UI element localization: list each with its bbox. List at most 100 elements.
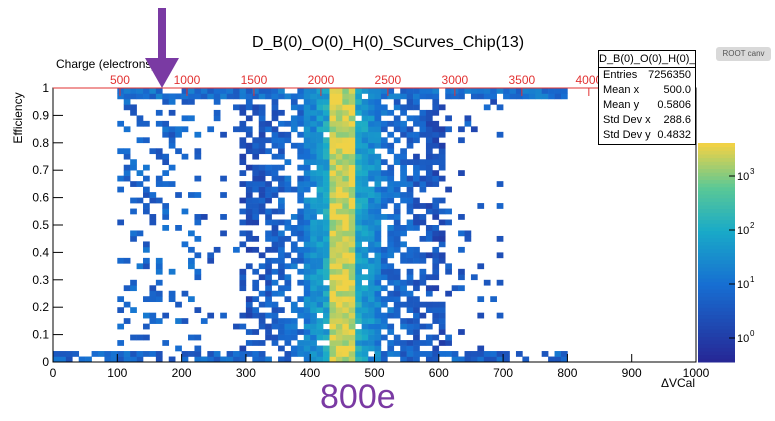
heatmap-cell [380,246,388,253]
heatmap-cell [310,268,317,275]
heatmap-cell [348,274,356,281]
heatmap-cell [323,329,330,335]
heatmap-cell [245,131,253,138]
heatmap-cell [303,301,311,308]
heatmap-cell [374,230,382,237]
heatmap-cell [136,181,144,187]
color-scale-step [698,175,735,180]
heatmap-cell [323,307,330,313]
heatmap-cell [348,181,356,187]
heatmap-cell [194,356,202,363]
heatmap-cell [271,246,279,253]
heatmap-cell [406,88,414,94]
heatmap-cell [278,318,285,324]
heatmap-cell [425,334,433,341]
heatmap-cell [342,356,350,363]
heatmap-cell [368,109,375,116]
heatmap-cell [393,137,401,144]
heatmap-cell [342,109,350,116]
heatmap-cell [220,230,227,237]
heatmap-cell [387,142,395,149]
heatmap-cell [271,175,279,182]
root-canvas-tag[interactable]: ROOT canv [716,47,771,61]
heatmap-cell [496,131,504,138]
heatmap-cell [400,356,407,363]
heatmap-cell [162,214,170,220]
heatmap-cell [130,307,137,313]
heatmap-cell [406,93,414,100]
heatmap-cell [355,142,362,149]
heatmap-cell [355,312,362,319]
heatmap-cell [329,131,337,138]
heatmap-cell [316,241,324,248]
heatmap-cell [233,104,240,111]
heatmap-cell [342,93,350,100]
color-scale-step [698,307,735,312]
heatmap-cell [239,159,247,166]
annotation-arrow [145,8,179,88]
heatmap-cell [393,225,401,231]
heatmap-cell [265,257,272,264]
heatmap-cell [432,181,440,187]
heatmap-cell [348,290,356,297]
heatmap-cell [361,109,369,116]
heatmap-cell [252,164,260,171]
heatmap-cell [168,296,176,303]
heatmap-cell [522,93,530,100]
heatmap-cell [477,356,485,363]
heatmap-cell [207,93,215,100]
heatmap-cell [393,268,401,275]
heatmap-cell [361,257,369,264]
heatmap-cell [130,104,137,111]
color-scale-step [698,270,735,275]
heatmap-cell [458,230,465,237]
heatmap-cell [245,312,253,319]
heatmap-cell [400,285,407,292]
heatmap-cell [425,203,433,209]
stats-value: 7256350 [648,69,691,81]
heatmap-cell [284,274,292,281]
heatmap-cell [213,98,221,105]
heatmap-cell [406,131,414,138]
heatmap-cell [432,318,440,324]
heatmap-cell [310,109,317,116]
heatmap-cell [400,345,407,352]
heatmap-cell [323,192,330,198]
heatmap-cell [400,323,407,330]
heatmap-cell [425,307,433,313]
heatmap-cell [406,186,414,193]
heatmap-cell [239,285,247,292]
heatmap-cell [239,109,247,116]
heatmap-cell [400,159,407,166]
heatmap-cell [445,126,452,133]
heatmap-cell [278,137,285,144]
heatmap-cell [316,203,324,209]
heatmap-cell [316,230,324,237]
heatmap-cell [252,279,260,286]
heatmap-cell [297,175,305,182]
heatmap-cell [290,301,298,308]
heatmap-cell [335,115,343,122]
heatmap-cell [368,104,375,111]
heatmap-cell [310,356,317,363]
heatmap-cell [181,153,189,160]
heatmap-cell [310,279,317,286]
heatmap-cell [136,93,144,100]
heatmap-cell [123,104,131,111]
heatmap-cell [181,93,189,100]
heatmap-cell [303,257,311,264]
heatmap-cell [271,98,279,105]
heatmap-cell [329,104,337,111]
heatmap-cell [335,340,343,346]
heatmap-cell [368,115,375,122]
heatmap-cell [393,93,401,100]
heatmap-cell [303,126,311,133]
heatmap-cell [413,307,420,313]
heatmap-cell [310,104,317,111]
heatmap-cell [393,120,401,127]
heatmap-cell [303,214,311,220]
color-scale-step [698,197,735,202]
heatmap-cell [252,153,260,160]
heatmap-cell [233,93,240,100]
heatmap-cell [316,246,324,253]
